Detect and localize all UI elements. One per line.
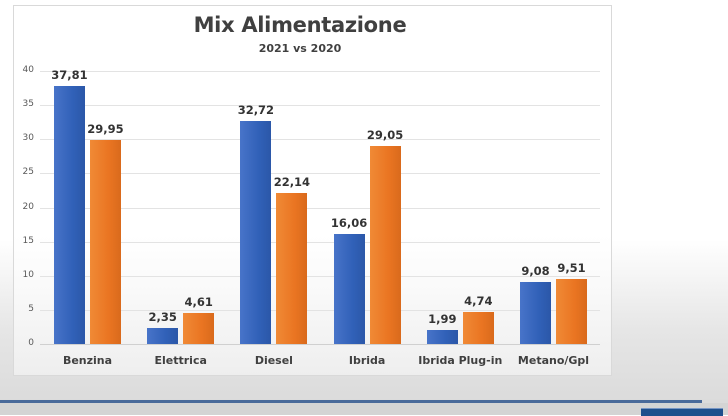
gridline: [40, 344, 600, 345]
y-tick-label: 40: [22, 65, 34, 75]
y-tick-label: 0: [28, 338, 34, 348]
data-label: 16,06: [330, 216, 368, 231]
gridline: [40, 105, 600, 106]
chart-title: Mix Alimentazione: [193, 13, 407, 37]
data-label: 37,81: [51, 67, 88, 82]
x-axis-label: Ibrida: [348, 354, 386, 367]
y-tick-label: 5: [28, 304, 34, 314]
data-label: 29,05: [366, 127, 404, 142]
bar-2021-ibrida: [333, 234, 365, 344]
video-badge: [641, 408, 723, 416]
y-tick-label: 10: [22, 270, 34, 280]
bar-2021-ibrida-plug-in: [426, 330, 458, 344]
gridline: [40, 242, 600, 243]
bar-2021-benzina: [54, 85, 85, 344]
bar-2021-metano-gpl: [520, 282, 551, 344]
y-tick-label: 35: [22, 99, 34, 109]
gridline: [40, 139, 600, 140]
y-tick-label: 15: [22, 236, 34, 246]
data-label: 29,95: [87, 121, 124, 136]
bar-2021-elettrica: [147, 327, 179, 344]
gridline: [40, 71, 600, 72]
bottom-strip: [0, 403, 728, 415]
x-axis-label: Benzina: [62, 354, 113, 367]
gridline: [40, 173, 600, 174]
y-tick-label: 25: [22, 167, 34, 177]
x-axis-label: Metano/Gpl: [517, 354, 590, 367]
y-tick-label: 30: [22, 133, 34, 143]
y-tick-label: 20: [22, 202, 34, 212]
x-axis-label: Ibrida Plug-in: [418, 354, 503, 367]
bar-2020-ibrida: [369, 145, 401, 344]
data-label: 32,72: [237, 102, 275, 117]
bar-2020-elettrica: [183, 312, 215, 344]
gridline: [40, 276, 600, 277]
data-label: 1,99: [428, 312, 457, 327]
bar-2020-ibrida-plug-in: [462, 311, 494, 344]
bar-2020-metano-gpl: [556, 279, 587, 344]
gridline: [40, 208, 600, 209]
gridline: [40, 310, 600, 311]
bar-2020-benzina: [90, 139, 121, 344]
chart-subtitle: 2021 vs 2020: [258, 42, 342, 55]
data-label: 4,61: [184, 294, 213, 309]
x-axis-label: Diesel: [254, 354, 293, 367]
slide-divider: [0, 400, 702, 403]
data-label: 22,14: [273, 174, 311, 189]
bar-2020-diesel: [276, 192, 308, 344]
data-label: 9,51: [557, 261, 586, 276]
x-axis-label: Elettrica: [154, 354, 207, 367]
data-label: 2,35: [148, 309, 177, 324]
data-label: 9,08: [521, 264, 550, 279]
data-label: 4,74: [464, 293, 493, 308]
bar-2021-diesel: [240, 120, 272, 344]
